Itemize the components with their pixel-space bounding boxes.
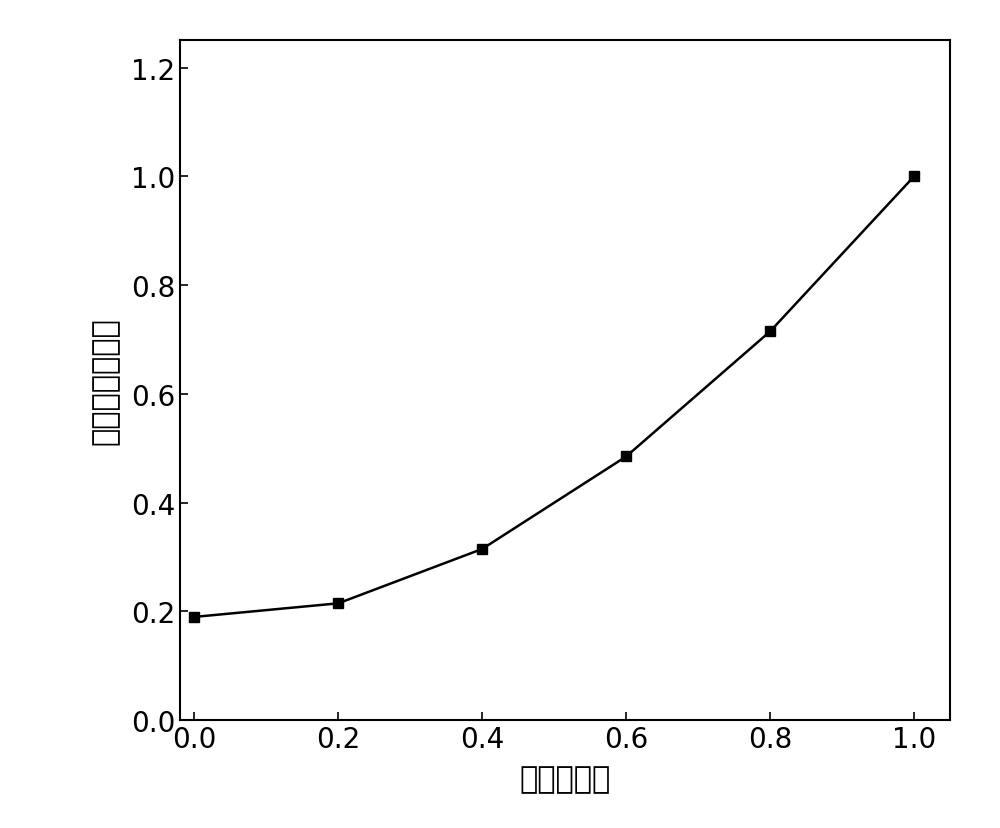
Y-axis label: 实测无量纲浓度: 实测无量纲浓度 <box>91 317 120 445</box>
X-axis label: 无量纲距离: 无量纲距离 <box>519 764 611 793</box>
